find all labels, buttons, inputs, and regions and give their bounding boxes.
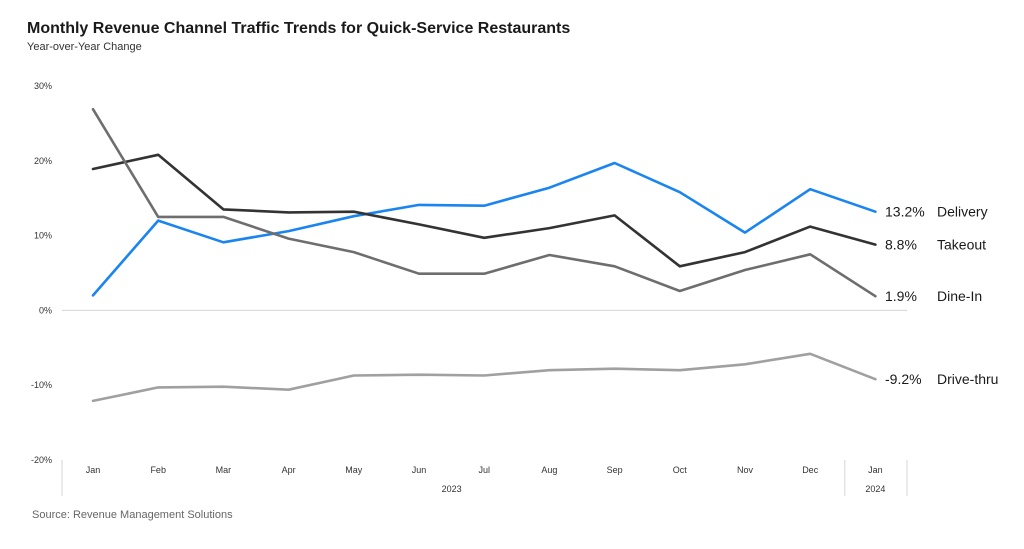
x-tick-label: Oct <box>673 465 688 475</box>
y-tick-label: 0% <box>39 305 52 315</box>
x-tick-label: Dec <box>802 465 819 475</box>
y-tick-label: -10% <box>31 380 52 390</box>
series-name-delivery: Delivery <box>937 204 988 220</box>
chart-subtitle: Year-over-Year Change <box>27 41 142 53</box>
x-tick-label: Mar <box>216 465 232 475</box>
x-tick-label: Jan <box>86 465 101 475</box>
series-line-dine-in <box>91 107 877 298</box>
y-tick-label: 30% <box>34 81 52 91</box>
series-line-drive-thru <box>91 352 877 403</box>
series-end-value-delivery: 13.2% <box>885 204 925 220</box>
chart-title: Monthly Revenue Channel Traffic Trends f… <box>27 20 571 37</box>
x-tick-label: Jun <box>412 465 427 475</box>
series-line-delivery <box>91 161 877 297</box>
x-tick-label: Aug <box>541 465 557 475</box>
y-tick-label: 10% <box>34 231 52 241</box>
x-tick-label: Sep <box>607 465 623 475</box>
x-tick-label: Feb <box>150 465 166 475</box>
x-tick-label: Jan <box>868 465 883 475</box>
x-year-label: 2024 <box>865 484 885 494</box>
source-note: Source: Revenue Management Solutions <box>32 509 233 521</box>
series-end-value-takeout: 8.8% <box>885 237 917 253</box>
series-line-takeout <box>91 153 877 268</box>
series-name-drive-thru: Drive-thru <box>937 371 998 387</box>
series-name-takeout: Takeout <box>937 237 986 253</box>
y-tick-label: -20% <box>31 455 52 465</box>
x-tick-label: Jul <box>478 465 490 475</box>
series-end-value-dine-in: 1.9% <box>885 288 917 304</box>
series-end-value-drive-thru: -9.2% <box>885 371 922 387</box>
series-name-dine-in: Dine-In <box>937 288 982 304</box>
x-tick-label: Apr <box>282 465 296 475</box>
x-year-label: 2023 <box>442 484 462 494</box>
x-tick-label: May <box>345 465 363 475</box>
x-tick-label: Nov <box>737 465 754 475</box>
y-tick-label: 20% <box>34 156 52 166</box>
